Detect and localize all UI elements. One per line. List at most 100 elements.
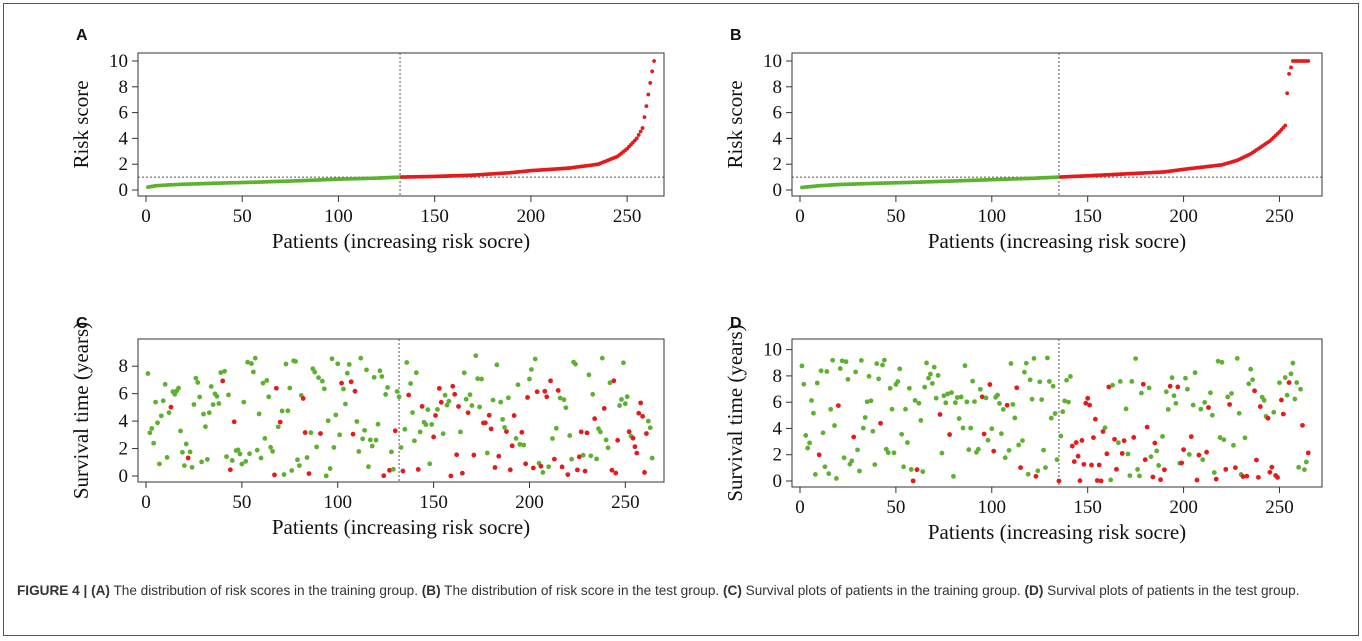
- survival-point-d: [924, 360, 929, 366]
- survival-point-d: [1094, 478, 1100, 483]
- survival-point-d: [1204, 449, 1209, 455]
- survival-point-c: [224, 454, 229, 460]
- survival-point-c: [578, 429, 584, 435]
- y-tick-label-d-6: 6: [773, 392, 783, 413]
- survival-point-c: [260, 380, 266, 386]
- survival-point-c: [375, 421, 381, 427]
- survival-point-d: [1183, 375, 1188, 381]
- survival-point-d: [1225, 394, 1231, 400]
- survival-point-d: [1215, 358, 1221, 364]
- survival-point-c: [607, 380, 613, 386]
- survival-point-c: [513, 435, 519, 441]
- survival-point-d: [1018, 465, 1023, 471]
- survival-point-d: [1194, 477, 1200, 483]
- survival-point-d: [1267, 469, 1273, 475]
- survival-point-c: [649, 455, 655, 461]
- survival-point-d: [922, 384, 928, 390]
- survival-point-d: [1232, 465, 1238, 471]
- survival-point-d: [1083, 400, 1089, 406]
- survival-point-c: [296, 463, 302, 468]
- survival-point-d: [914, 467, 920, 473]
- survival-point-c: [295, 457, 300, 463]
- survival-point-c: [475, 376, 481, 382]
- survival-point-d: [1296, 464, 1302, 470]
- survival-point-d: [998, 431, 1004, 437]
- survival-point-d: [1068, 374, 1073, 379]
- y-tick-label-b-0: 0: [773, 180, 783, 201]
- y-tick-label-c-2: 2: [119, 439, 129, 460]
- survival-point-c: [532, 356, 538, 362]
- survival-point-d: [1179, 460, 1185, 466]
- survival-point-c: [436, 385, 442, 391]
- survival-point-d: [870, 428, 876, 434]
- survival-point-d: [1087, 402, 1093, 408]
- survival-point-d: [820, 430, 826, 436]
- survival-point-d: [1138, 390, 1144, 396]
- survival-point-d: [943, 400, 949, 406]
- survival-point-c: [162, 381, 168, 387]
- survival-point-c: [605, 445, 611, 451]
- survival-point-d: [839, 358, 845, 364]
- y-tick-label-b-10: 10: [763, 51, 782, 72]
- survival-point-d: [1186, 452, 1192, 457]
- survival-point-d: [1104, 451, 1110, 457]
- survival-point-c: [431, 434, 436, 440]
- survival-point-d: [1096, 462, 1102, 468]
- survival-point-d: [958, 394, 964, 400]
- x-axis-title-c: Patients (increasing risk socre): [272, 515, 530, 539]
- survival-point-c: [599, 355, 605, 361]
- survival-point-c: [237, 451, 243, 457]
- survival-point-c: [574, 467, 580, 473]
- x-tick-label-a-150: 150: [420, 206, 449, 227]
- survival-point-c: [505, 395, 511, 401]
- survival-point-d: [887, 385, 893, 391]
- survival-point-c: [446, 398, 452, 404]
- survival-point-d: [1282, 375, 1288, 380]
- survival-point-d: [1033, 473, 1039, 479]
- survival-point-d: [1020, 438, 1025, 444]
- survival-point-d: [1014, 385, 1020, 391]
- y-tick-label-b-6: 6: [773, 103, 783, 124]
- survival-point-c: [582, 468, 588, 474]
- x-tick-label-c-50: 50: [232, 492, 251, 513]
- survival-point-d: [966, 447, 972, 453]
- survival-point-c: [339, 380, 344, 386]
- survival-point-c: [442, 392, 448, 398]
- x-tick-label-a-0: 0: [141, 206, 151, 227]
- survival-point-c: [385, 385, 390, 390]
- survival-point-d: [1091, 435, 1096, 441]
- survival-point-d: [1188, 434, 1194, 440]
- survival-point-c: [467, 392, 473, 398]
- survival-point-d: [1246, 381, 1252, 387]
- caption-label-c: (C): [722, 583, 742, 598]
- risk-point-a: [652, 59, 656, 63]
- survival-point-c: [624, 394, 630, 400]
- survival-point-c: [546, 464, 552, 470]
- survival-point-c: [486, 412, 492, 418]
- survival-point-d: [1004, 402, 1010, 408]
- survival-point-d: [933, 395, 939, 401]
- survival-point-d: [968, 425, 974, 431]
- survival-point-d: [1025, 471, 1031, 477]
- survival-point-d: [1181, 447, 1186, 453]
- survival-point-c: [540, 470, 546, 475]
- risk-point-b: [1306, 59, 1311, 63]
- survival-point-d: [1123, 406, 1129, 412]
- survival-point-c: [214, 393, 220, 399]
- survival-point-c: [231, 419, 237, 425]
- survival-point-d: [1056, 478, 1062, 484]
- survival-point-d: [1302, 467, 1307, 473]
- survival-point-d: [849, 458, 855, 464]
- survival-point-d: [945, 391, 951, 397]
- x-tick-label-d-0: 0: [795, 497, 805, 518]
- survival-point-d: [977, 386, 983, 392]
- survival-point-c: [567, 433, 573, 438]
- risk-point-a: [648, 81, 653, 85]
- survival-point-d: [1162, 467, 1167, 473]
- x-tick-label-d-200: 200: [1169, 497, 1198, 518]
- survival-point-d: [1286, 380, 1292, 385]
- survival-point-c: [201, 411, 206, 417]
- risk-point-b: [1285, 91, 1290, 96]
- survival-point-c: [208, 384, 214, 389]
